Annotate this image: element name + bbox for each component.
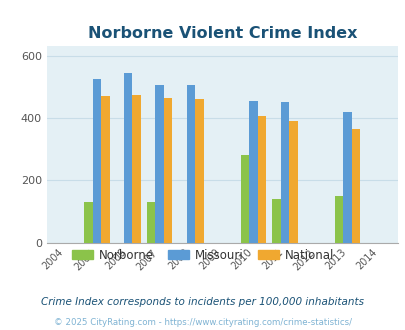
Title: Norborne Violent Crime Index: Norborne Violent Crime Index bbox=[87, 26, 356, 41]
Bar bbox=[101, 96, 109, 243]
Bar bbox=[92, 79, 101, 243]
Bar bbox=[240, 155, 249, 243]
Bar bbox=[343, 112, 351, 243]
Bar bbox=[334, 196, 343, 243]
Text: Crime Index corresponds to incidents per 100,000 inhabitants: Crime Index corresponds to incidents per… bbox=[41, 297, 364, 307]
Bar bbox=[124, 73, 132, 243]
Bar bbox=[249, 101, 257, 243]
Legend: Norborne, Missouri, National: Norborne, Missouri, National bbox=[67, 244, 338, 266]
Bar bbox=[288, 121, 297, 243]
Bar bbox=[257, 116, 266, 243]
Bar bbox=[155, 85, 163, 243]
Bar bbox=[186, 85, 195, 243]
Bar bbox=[351, 129, 360, 243]
Bar bbox=[280, 102, 288, 243]
Text: © 2025 CityRating.com - https://www.cityrating.com/crime-statistics/: © 2025 CityRating.com - https://www.city… bbox=[54, 318, 351, 327]
Bar bbox=[132, 94, 141, 243]
Bar bbox=[272, 199, 280, 243]
Bar bbox=[84, 202, 92, 243]
Bar bbox=[195, 99, 203, 243]
Bar bbox=[163, 98, 172, 243]
Bar bbox=[147, 202, 155, 243]
